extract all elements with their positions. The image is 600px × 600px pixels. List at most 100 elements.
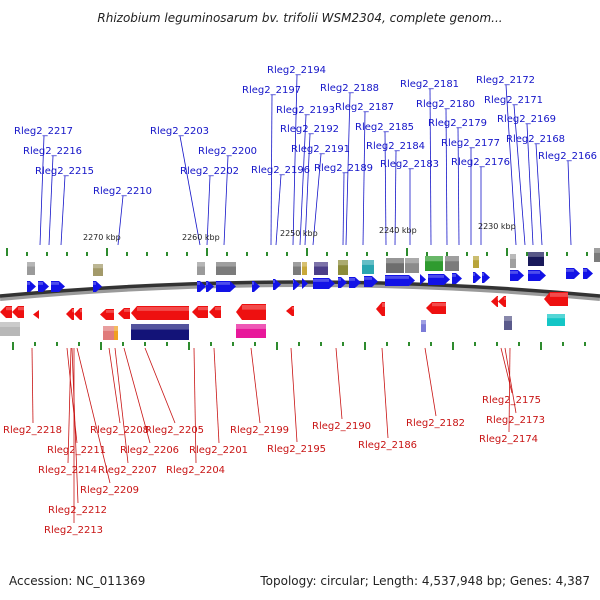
bottom-leader-line: [71, 347, 79, 504]
bottom-leader-line: [67, 347, 72, 464]
feature-box-shine: [504, 316, 512, 321]
bottom-leader-line: [108, 347, 121, 424]
top-gene-label: Rleg2_2196: [251, 165, 310, 176]
feature-box: [236, 324, 266, 338]
scale-tick: [584, 342, 586, 346]
feature-box: [27, 262, 35, 275]
scale-label: 2270 kbp: [83, 233, 121, 242]
bottom-gene-label: Rleg2_2174: [479, 434, 538, 445]
scale-tick: [186, 252, 188, 256]
scale-tick: [320, 342, 322, 346]
reverse-gene-arrow: [33, 310, 39, 319]
bottom-gene-label: Rleg2_2195: [267, 444, 326, 455]
scale-tick: [166, 342, 168, 346]
top-gene-label: Rleg2_2184: [366, 141, 425, 152]
forward-gene-arrow: [482, 272, 490, 283]
top-gene-label: Rleg2_2181: [400, 79, 459, 90]
top-gene-label: Rleg2_2169: [497, 114, 556, 125]
feature-box-shine: [594, 248, 600, 253]
reverse-gene-shine: [242, 305, 266, 310]
top-leader-line: [60, 175, 66, 246]
top-leader-line: [39, 135, 45, 246]
top-leader-line: [292, 74, 298, 246]
feature-box-shine: [131, 324, 189, 330]
top-leader-line: [445, 108, 448, 246]
top-leader-line: [223, 155, 229, 246]
feature-box: [338, 260, 348, 275]
feature-box-shine: [293, 262, 301, 267]
top-leader-line: [384, 131, 387, 246]
top-gene-label: Rleg2_2210: [93, 186, 152, 197]
reverse-gene-shine: [106, 310, 114, 313]
scale-tick: [144, 342, 146, 346]
bottom-leader-line: [31, 347, 34, 424]
feature-box-shine: [362, 260, 374, 265]
top-gene-label: Rleg2_2172: [476, 75, 535, 86]
reverse-gene-arrow: [544, 292, 568, 306]
forward-gene-shine: [349, 278, 355, 281]
scale-tick: [346, 252, 348, 256]
scale-tick: [286, 252, 288, 256]
scale-tick: [86, 252, 88, 256]
scale-tick: [46, 252, 48, 256]
bottom-leader-line: [76, 347, 111, 484]
forward-gene-shine: [482, 273, 484, 276]
feature-box: [425, 256, 443, 271]
scale-tick: [430, 342, 432, 346]
forward-gene-arrow: [206, 281, 214, 292]
top-gene-label: Rleg2_2176: [451, 157, 510, 168]
scale-tick: [506, 248, 508, 256]
bottom-gene-label: Rleg2_2190: [312, 421, 371, 432]
reverse-gene-arrow: [192, 306, 208, 318]
bottom-label-leaders: [31, 347, 517, 523]
forward-gene-arrow: [473, 272, 481, 283]
scale-tick: [452, 342, 454, 350]
forward-gene-shine: [252, 282, 254, 285]
reverse-gene-shine: [6, 307, 12, 311]
topology-text: Topology: circular; Length: 4,537,948 bp…: [260, 574, 590, 588]
forward-gene-shine: [473, 273, 475, 276]
feature-box: [473, 256, 479, 268]
reverse-gene-shine: [497, 297, 498, 300]
top-leader-line: [526, 123, 534, 246]
top-leader-line: [48, 155, 54, 246]
feature-box-shine: [473, 256, 479, 261]
forward-gene-shine: [528, 271, 540, 274]
gene-arrows: [0, 268, 593, 320]
top-leader-line: [345, 92, 351, 246]
bottom-gene-label: Rleg2_2204: [166, 465, 225, 476]
bottom-gene-label: Rleg2_2173: [486, 415, 545, 426]
backbone-shadow: [0, 281, 600, 301]
scale-tick: [496, 342, 498, 346]
bottom-gene-label: Rleg2_2209: [80, 485, 139, 496]
reverse-gene-shine: [215, 307, 221, 311]
bottom-gene-label: Rleg2_2218: [3, 425, 62, 436]
feature-box: [114, 326, 118, 340]
forward-gene-arrow: [216, 281, 236, 292]
forward-gene-shine: [510, 271, 518, 274]
feature-boxes: [0, 248, 600, 340]
map-title: Rhizobium leguminosarum bv. trifolii WSM…: [97, 11, 503, 25]
scale-label: 2260 kbp: [182, 233, 220, 242]
feature-box: [405, 258, 419, 273]
bottom-leader-line: [213, 347, 220, 444]
top-gene-label: Rleg2_2217: [14, 126, 73, 137]
scale-tick: [306, 248, 308, 256]
forward-gene-shine: [313, 279, 329, 282]
reverse-gene-shine: [198, 307, 208, 311]
scale-tick: [226, 252, 228, 256]
top-leader-line: [567, 160, 572, 246]
forward-gene-arrow: [27, 281, 36, 292]
scale-tick: [26, 252, 28, 256]
feature-box-shine: [338, 260, 348, 266]
bottom-gene-label: Rleg2_2208: [90, 425, 149, 436]
feature-box-shine: [421, 320, 426, 325]
forward-gene-shine: [93, 282, 96, 285]
forward-gene-shine: [197, 282, 200, 285]
forward-gene-arrow: [385, 275, 415, 286]
scale-tick: [166, 252, 168, 256]
scale-tick: [266, 252, 268, 256]
top-leader-line: [117, 195, 124, 246]
top-leader-line: [457, 127, 460, 246]
